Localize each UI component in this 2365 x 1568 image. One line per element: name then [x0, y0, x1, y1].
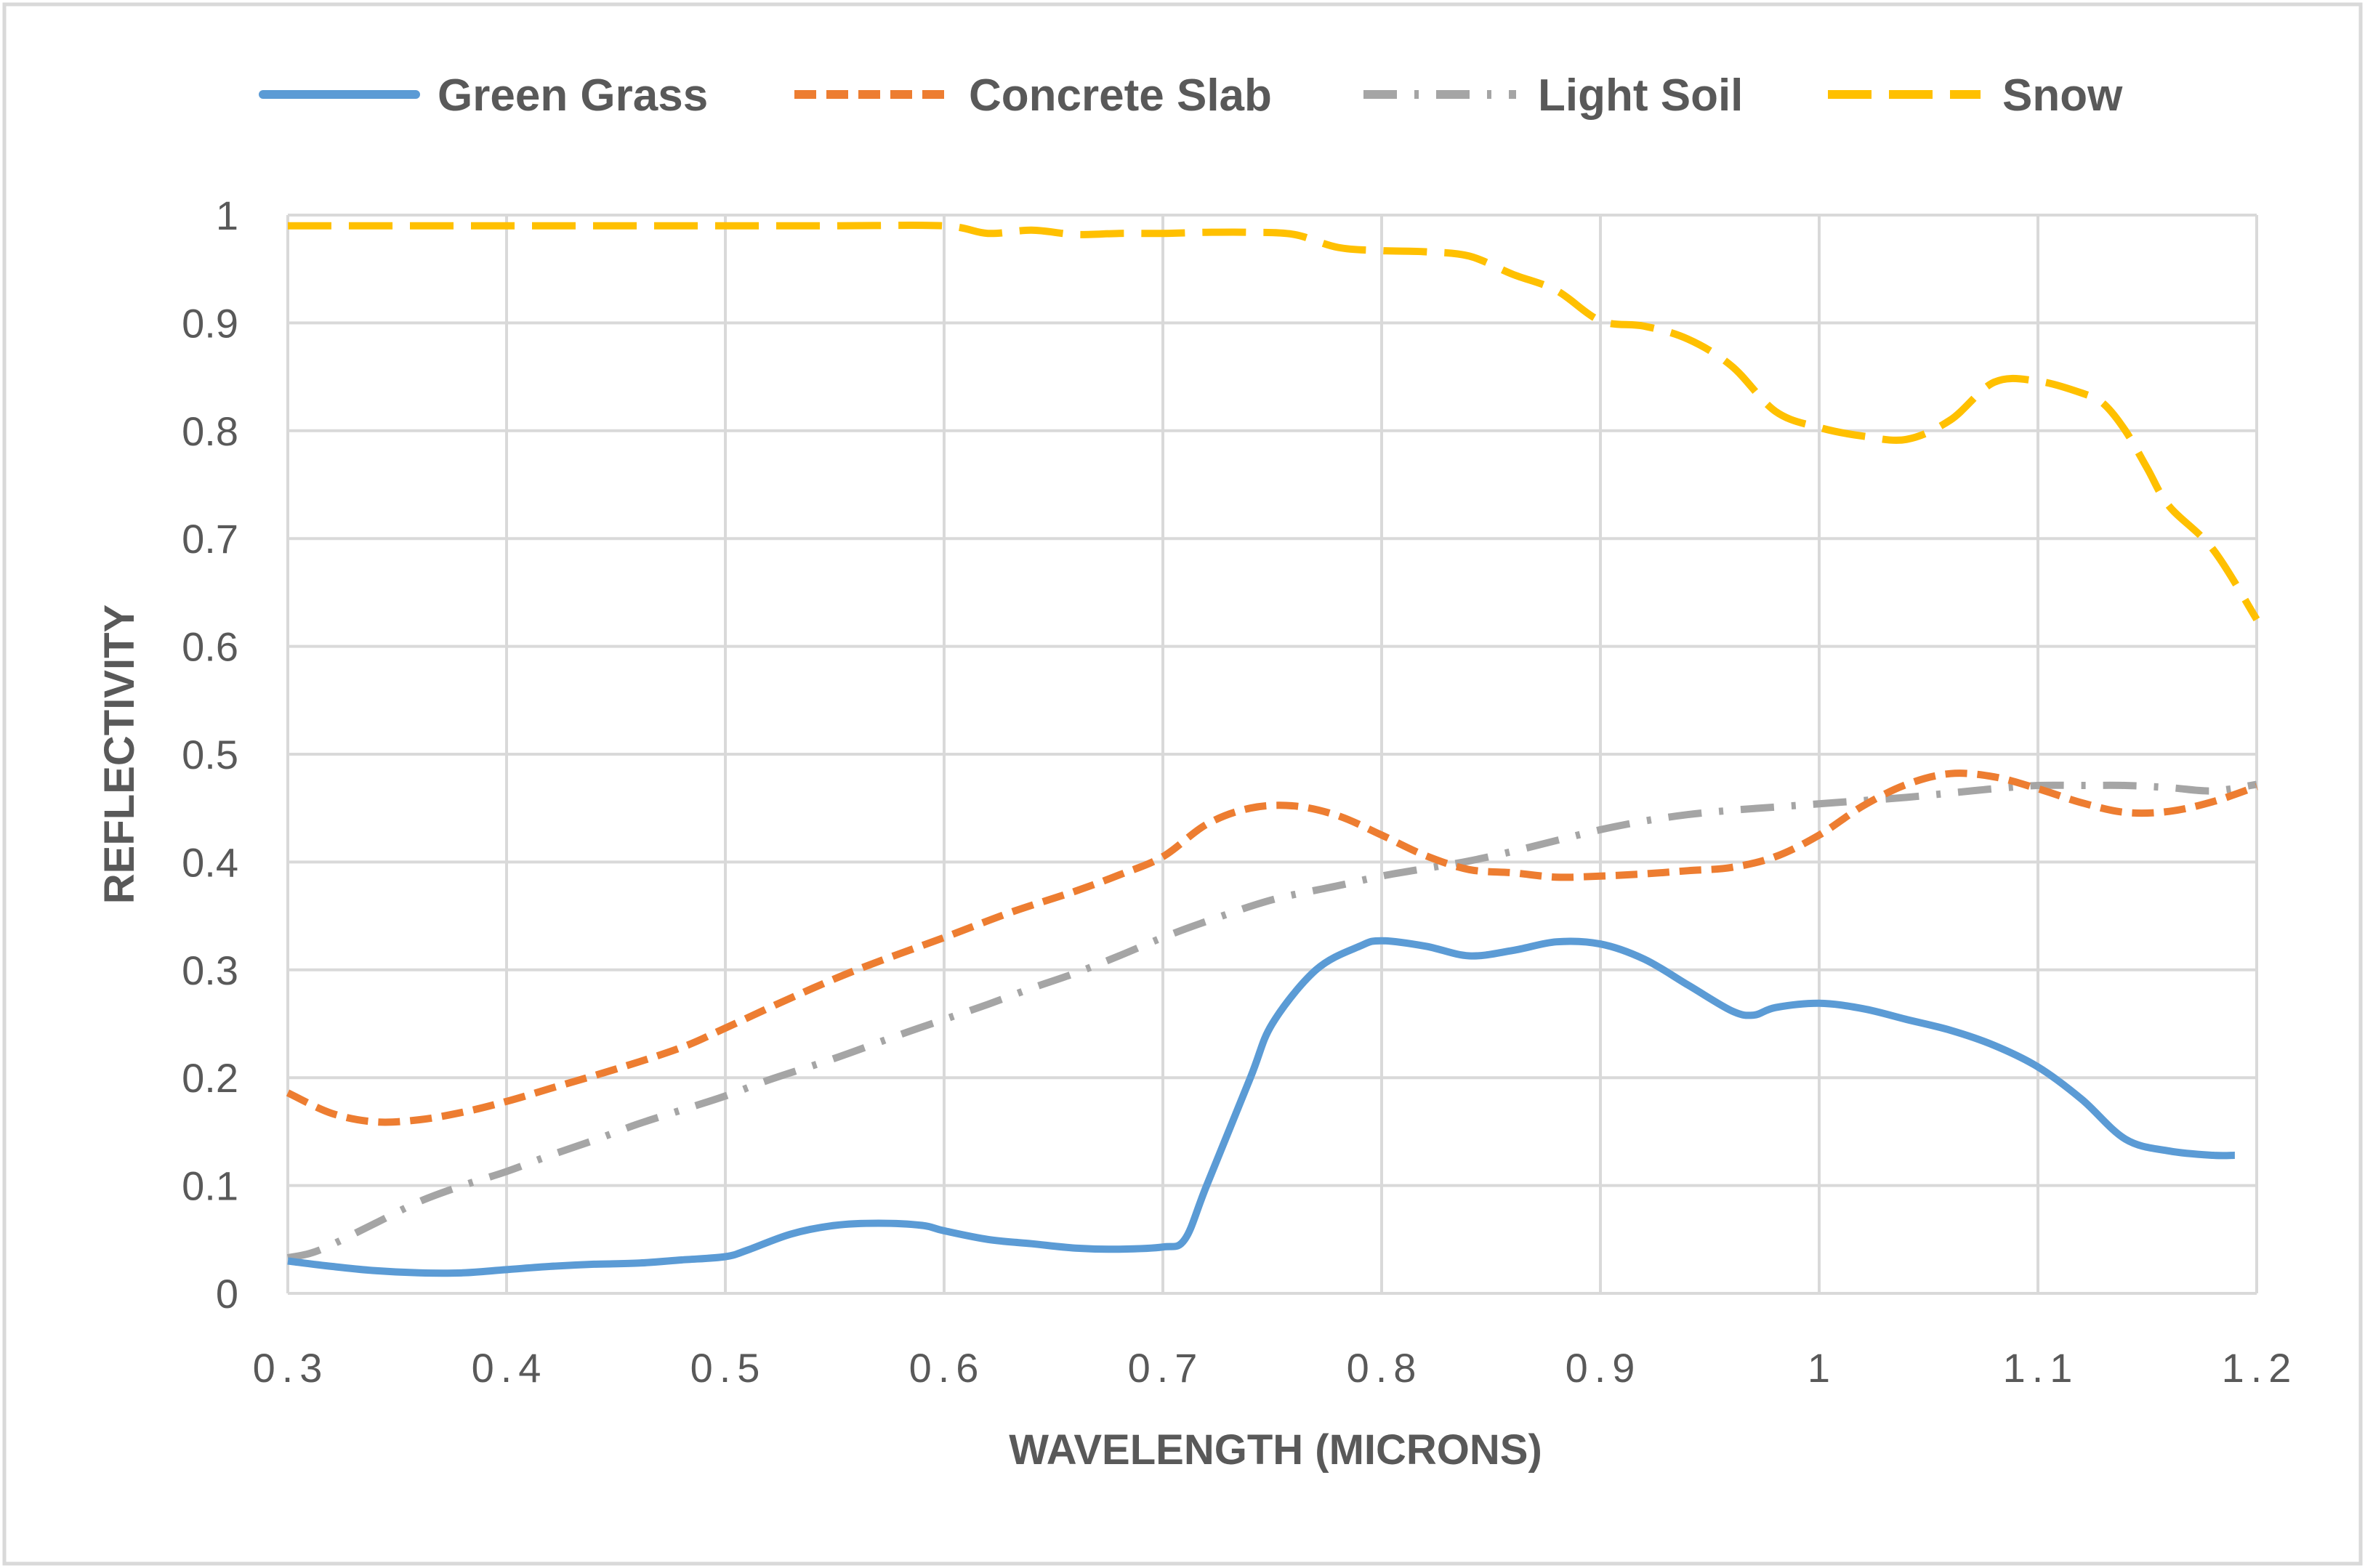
legend-label-concrete-slab: Concrete Slab — [969, 70, 1272, 121]
series-line-snow — [288, 222, 2260, 622]
x-tick-label: 0.8 — [1347, 1345, 1423, 1391]
y-tick-label: 0 — [216, 1271, 238, 1317]
y-tick-label: 0.1 — [182, 1163, 238, 1209]
x-tick-label: 1 — [1808, 1345, 1837, 1391]
y-tick-label: 0.9 — [182, 300, 238, 346]
series-line-green-grass — [287, 937, 2235, 1277]
y-axis-title: REFLECTIVITY — [96, 605, 143, 904]
x-tick-labels: 0.3 0.4 0.5 0.6 0.7 0.8 0.9 1 1.1 1.2 — [253, 1345, 2298, 1391]
y-tick-label: 0.4 — [182, 839, 238, 885]
y-tick-label: 1 — [216, 193, 238, 238]
y-tick-label: 0.2 — [182, 1055, 238, 1101]
series-line-concrete-slab — [286, 769, 2258, 1126]
x-tick-label: 1.2 — [2222, 1345, 2298, 1391]
x-tick-label: 1.1 — [2003, 1345, 2079, 1391]
y-tick-label: 0.6 — [182, 624, 238, 670]
legend-label-snow: Snow — [2002, 70, 2123, 121]
legend-label-light-soil: Light Soil — [1538, 70, 1743, 121]
x-tick-label: 0.5 — [690, 1345, 767, 1391]
y-tick-label: 0.5 — [182, 732, 238, 777]
y-tick-labels: 0 0.1 0.2 0.3 0.4 0.5 0.6 0.7 0.8 0.9 1 — [182, 193, 238, 1317]
y-tick-label: 0.8 — [182, 408, 238, 454]
y-tick-label: 0.7 — [182, 516, 238, 562]
legend: Green Grass Concrete Slab Light Soil Snow — [259, 70, 2123, 121]
x-tick-label: 0.7 — [1128, 1345, 1204, 1391]
legend-label-green-grass: Green Grass — [438, 70, 708, 121]
gridlines — [286, 214, 2258, 1295]
x-tick-label: 0.3 — [253, 1345, 329, 1391]
x-axis-title: WAVELENGTH (MICRONS) — [1009, 1426, 1542, 1474]
series-lines — [286, 222, 2260, 1277]
y-tick-label: 0.3 — [182, 947, 238, 993]
x-tick-label: 0.4 — [472, 1345, 548, 1391]
x-tick-label: 0.9 — [1566, 1345, 1642, 1391]
x-tick-label: 0.6 — [909, 1345, 986, 1391]
